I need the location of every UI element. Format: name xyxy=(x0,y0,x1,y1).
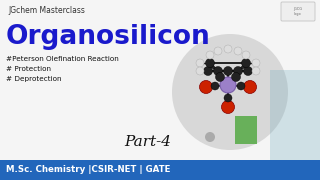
Circle shape xyxy=(172,34,288,150)
Circle shape xyxy=(252,67,260,75)
FancyBboxPatch shape xyxy=(270,70,320,160)
Text: JGchem Masterclass: JGchem Masterclass xyxy=(8,6,85,15)
Circle shape xyxy=(206,51,214,59)
Circle shape xyxy=(242,51,250,59)
Circle shape xyxy=(204,66,212,75)
FancyBboxPatch shape xyxy=(0,160,320,180)
Circle shape xyxy=(242,58,251,68)
Text: M.Sc. Chemistry |CSIR-NET | GATE: M.Sc. Chemistry |CSIR-NET | GATE xyxy=(6,165,170,174)
Circle shape xyxy=(252,59,260,67)
Circle shape xyxy=(205,58,214,68)
Circle shape xyxy=(237,82,245,90)
Circle shape xyxy=(234,66,243,75)
Circle shape xyxy=(231,73,241,82)
Circle shape xyxy=(196,59,204,67)
Circle shape xyxy=(215,73,225,82)
Circle shape xyxy=(211,82,219,90)
Circle shape xyxy=(220,77,236,93)
Circle shape xyxy=(199,80,212,93)
Circle shape xyxy=(205,132,215,142)
Circle shape xyxy=(214,47,222,55)
Circle shape xyxy=(223,66,233,75)
Circle shape xyxy=(244,66,252,75)
Text: JGCG
logo: JGCG logo xyxy=(293,7,302,16)
Circle shape xyxy=(224,94,232,102)
Circle shape xyxy=(213,66,222,75)
Circle shape xyxy=(234,47,242,55)
FancyBboxPatch shape xyxy=(235,116,257,144)
Text: #Peterson Olefination Reaction: #Peterson Olefination Reaction xyxy=(6,56,119,62)
Text: Part-4: Part-4 xyxy=(124,135,172,149)
Circle shape xyxy=(196,67,204,75)
Circle shape xyxy=(221,100,235,114)
Circle shape xyxy=(244,80,257,93)
Text: # Protection: # Protection xyxy=(6,66,51,72)
Text: # Deprotection: # Deprotection xyxy=(6,76,61,82)
Text: Organosilicon: Organosilicon xyxy=(6,24,211,50)
FancyBboxPatch shape xyxy=(281,2,315,21)
Circle shape xyxy=(224,45,232,53)
